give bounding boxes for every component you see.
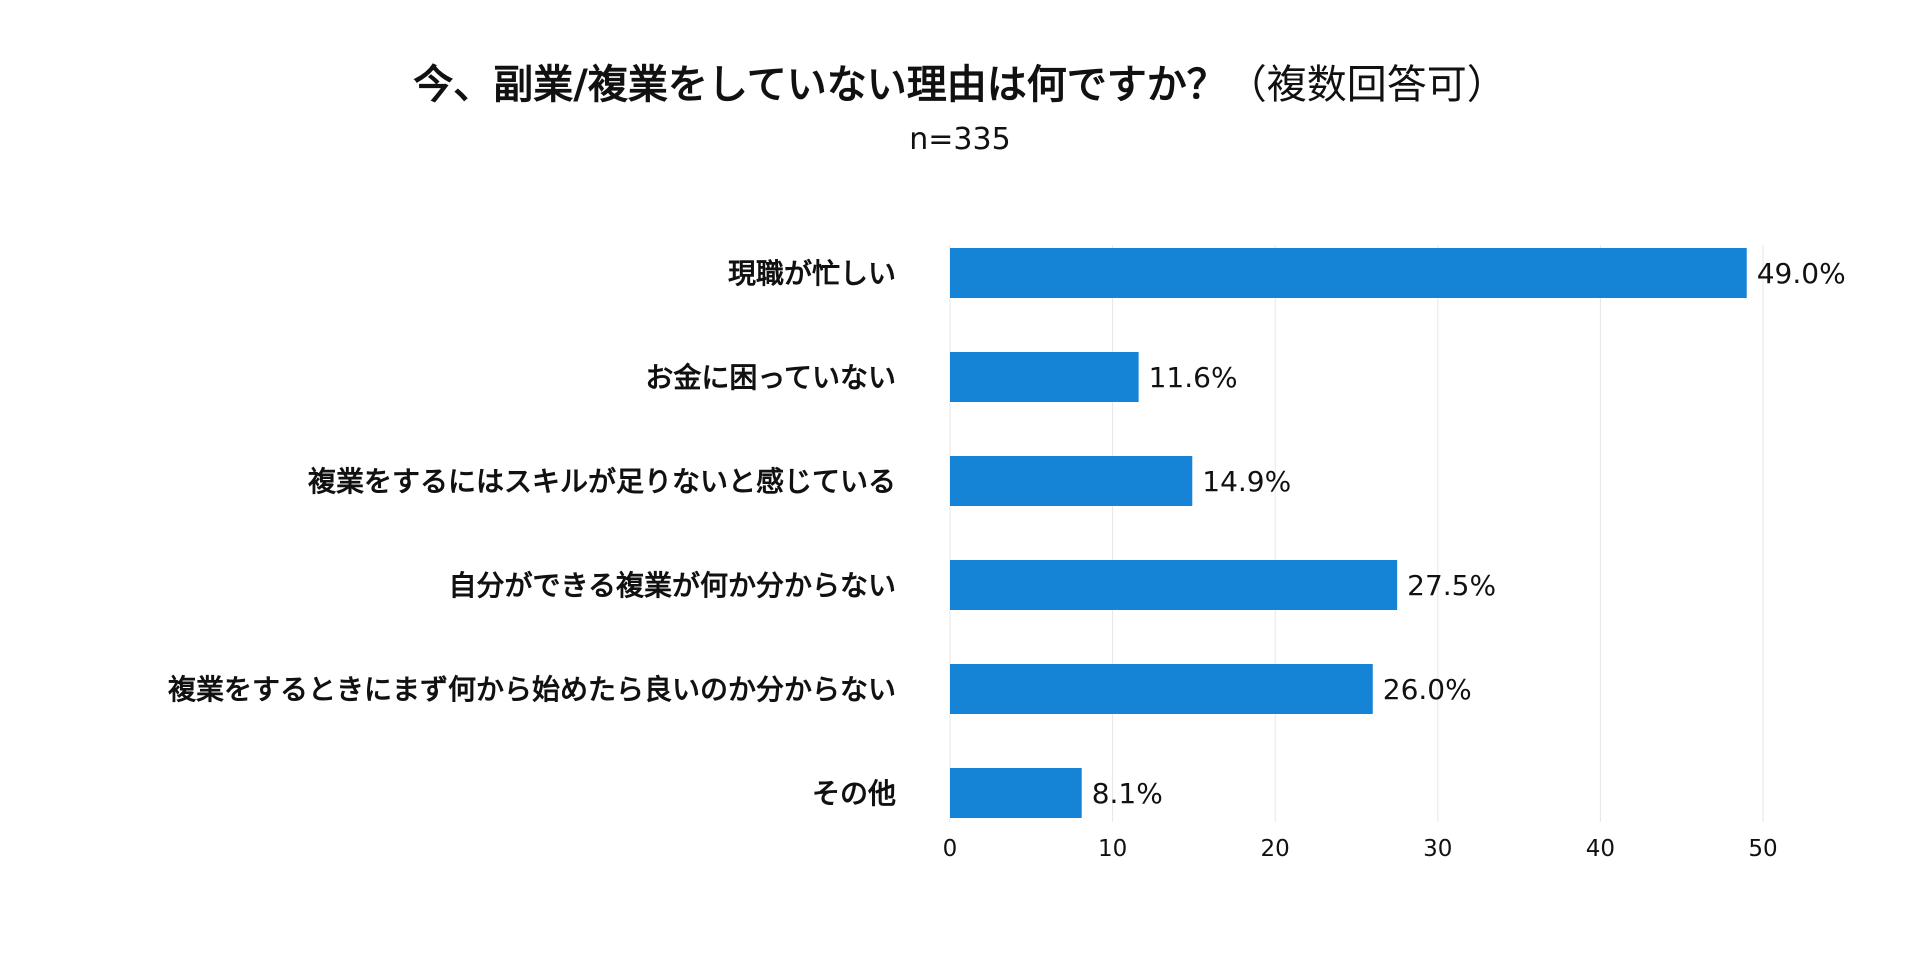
category-label: 自分ができる複業が何か分からない: [449, 569, 896, 602]
chart-title-main: 今、副業/複業をしていない理由は何ですか？: [413, 62, 1227, 108]
bars: [950, 248, 1747, 818]
value-label: 26.0%: [1383, 673, 1472, 706]
category-label: 複業をするにはスキルが足りないと感じている: [308, 465, 896, 498]
chart-title: 今、副業/複業をしていない理由は何ですか？（複数回答可）: [0, 52, 1920, 110]
grid-lines: [949, 245, 1764, 822]
chart-title-note: （複数回答可）: [1226, 62, 1507, 108]
bar: [950, 768, 1082, 818]
value-labels: 49.0% 11.6% 14.9% 27.5% 26.0% 8.1%: [1092, 257, 1846, 810]
category-label: その他: [812, 777, 896, 810]
x-axis-ticks: 0 10 20 30 40 50: [943, 836, 1778, 862]
x-tick-label: 10: [1098, 836, 1127, 862]
category-label: お金に困っていない: [645, 361, 896, 394]
bar: [950, 248, 1747, 298]
x-tick-label: 30: [1423, 836, 1452, 862]
value-label: 14.9%: [1202, 465, 1291, 498]
bar: [950, 456, 1193, 506]
x-tick-label: 20: [1261, 836, 1290, 862]
chart-subtitle: n=335: [909, 122, 1011, 157]
x-tick-label: 50: [1748, 836, 1777, 862]
category-label: 現職が忙しい: [728, 257, 896, 290]
bar: [950, 664, 1373, 714]
value-label: 11.6%: [1149, 361, 1238, 394]
value-label: 49.0%: [1757, 257, 1846, 290]
value-label: 8.1%: [1092, 777, 1163, 810]
bar: [950, 352, 1139, 402]
value-label: 27.5%: [1407, 569, 1496, 602]
bar: [950, 560, 1398, 610]
x-tick-label: 40: [1586, 836, 1615, 862]
category-labels: 現職が忙しいお金に困っていない複業をするにはスキルが足りないと感じている自分がで…: [168, 257, 896, 810]
category-label: 複業をするときにまず何から始めたら良いのか分からない: [168, 673, 896, 706]
x-tick-label: 0: [943, 836, 958, 862]
